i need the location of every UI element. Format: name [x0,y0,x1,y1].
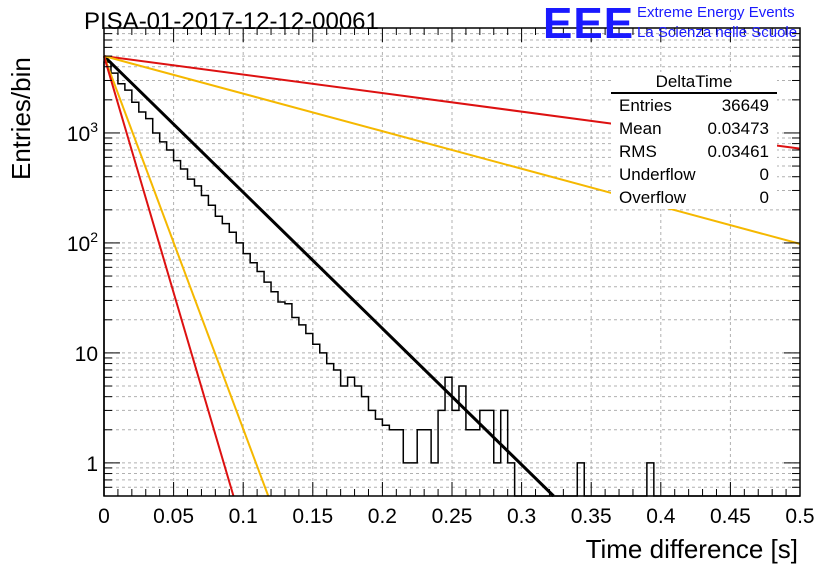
stats-value: 0.03473 [707,119,769,138]
histogram-bin [438,410,445,496]
stats-label: Mean [619,119,662,138]
logo-line-1: Extreme Energy Events [637,4,795,21]
series-line-3 [103,55,270,497]
histogram-bin [452,410,459,496]
stats-label: Underflow [619,165,696,184]
histogram-bin [375,419,382,496]
x-tick-label: 0.45 [710,505,751,528]
eee-logo: EEE [543,0,635,48]
y-tick-label: 103 [67,119,98,146]
series-line-4 [103,55,235,497]
histogram-bin [487,410,494,496]
histogram-bin [278,302,285,496]
histogram-bin [501,410,508,496]
histogram-bin [201,195,208,496]
histogram-bin [368,410,375,496]
histogram-bin [285,304,292,496]
y-tick-label: 1 [86,453,98,476]
histogram-bin [174,161,181,496]
histogram-bin [194,186,201,496]
stats-label: RMS [619,142,657,161]
x-tick-label: 0.1 [229,505,258,528]
chart-title: PISA-01-2017-12-12-00061 [84,8,379,35]
histogram-bin [334,370,341,496]
axes: 0 0.05 0.1 0.15 0.2 0.25 0.3 0.35 0.4 0.45 0.5 1 10 1… [67,27,815,528]
x-tick-label: 0.3 [507,505,536,528]
histogram-bin [292,317,299,496]
histogram-bin [271,292,278,496]
x-tick-label: 0.15 [292,505,333,528]
series-line-0 [102,55,555,498]
histogram-bin [111,73,118,496]
stats-row: Overflow 0 [611,186,777,209]
stats-value: 0 [759,165,769,184]
histogram-bin [229,232,236,496]
histogram-bin [118,84,125,496]
stats-value: 0.03461 [707,142,769,161]
histogram-bin [243,254,250,496]
x-tick-label: 0 [98,505,110,528]
plot-frame [103,27,801,497]
stats-value: 36649 [721,96,769,115]
histogram-bin [125,90,132,496]
stats-label: Overflow [619,188,687,207]
stats-row: Entries 36649 [611,94,777,117]
y-axis-label: Entries/bin [6,57,36,180]
x-tick-label: 0.5 [785,505,814,528]
series-line-2 [103,55,801,245]
x-axis-label: Time difference [s] [585,534,798,564]
histogram-bin [257,271,264,496]
histogram-bin [320,353,327,496]
histogram-bin [362,397,369,496]
stats-row: RMS 0.03461 [611,140,777,163]
histogram-bin [348,377,355,496]
histogram-bin [139,112,146,496]
stats-row: Mean 0.03473 [611,117,777,140]
histogram-bin [222,224,229,496]
histogram-bin [167,150,174,496]
x-tick-label: 0.05 [153,505,194,528]
stats-label: Entries [619,96,672,115]
x-tick-label: 0.4 [646,505,676,528]
x-tick-label: 0.25 [432,505,473,528]
stats-value: 0 [759,188,769,207]
x-tick-label: 0.2 [368,505,397,528]
stats-box: DeltaTime Entries 36649 Mean 0.03473 RMS 0.… [611,72,777,209]
histogram-bin [264,282,271,496]
histogram-bin [181,169,188,496]
y-tick-label: 102 [67,229,98,256]
histogram-bin [160,142,167,496]
histogram-bin [382,425,389,496]
histogram-bin [188,179,195,496]
stats-row: Underflow 0 [611,163,777,186]
x-tick-label: 0.35 [571,505,612,528]
logo-line-2: La Scienza nelle Scuole [637,24,798,41]
y-tick-label: 10 [75,343,98,366]
stats-title: DeltaTime [611,72,777,94]
histogram-bin [104,62,111,496]
